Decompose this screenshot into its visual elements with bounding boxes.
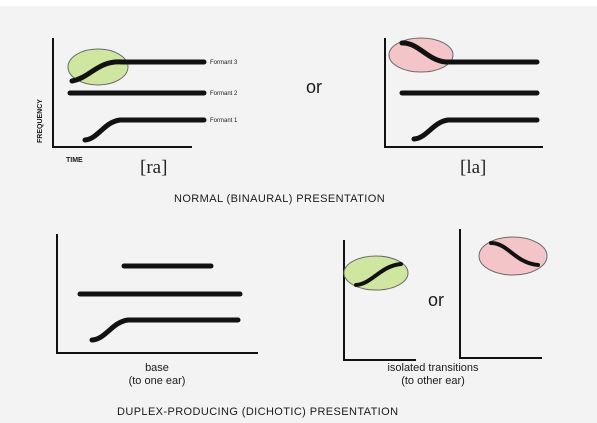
base-spectrogram: base (to one ear) <box>56 234 258 387</box>
pink-panel-axes <box>459 229 542 359</box>
base-label: base <box>145 362 169 374</box>
green-isolated-transition <box>354 262 403 287</box>
dichotic-presentation-caption: DUPLEX-PRODUCING (DICHOTIC) PRESENTATION <box>117 406 398 418</box>
isolated-ear-label: (to other ear) <box>401 375 465 387</box>
isolated-transitions: or isolated transitions (to other ear) <box>343 229 548 387</box>
ra-formant-1 <box>82 117 207 143</box>
top-or-label: or <box>306 77 322 97</box>
base-axes <box>56 234 258 354</box>
ra-syllable-label: [ra] <box>140 157 167 178</box>
pink-isolated-transition <box>489 241 540 267</box>
green-panel-axes <box>343 240 416 361</box>
normal-presentation-caption: NORMAL (BINAURAL) PRESENTATION <box>174 193 385 205</box>
pink-transition-highlight <box>388 37 454 73</box>
la-axes <box>384 38 543 148</box>
ra-axes <box>52 38 192 148</box>
top-edge <box>0 0 597 6</box>
ra-formant-3 <box>69 59 207 84</box>
base-formant-1 <box>89 317 241 343</box>
la-syllable-label: [la] <box>460 157 486 178</box>
la-formant-1 <box>411 117 540 142</box>
x-axis-label: TIME <box>66 157 83 164</box>
isolated-label: isolated transitions <box>387 362 479 374</box>
ra-spectrogram: Formant 3 Formant 2 Formant 1 FREQUENCY … <box>37 38 238 178</box>
formant-2-label: Formant 2 <box>210 91 238 97</box>
la-formant-3 <box>399 40 540 65</box>
formant-3-label: Formant 3 <box>210 60 238 66</box>
y-axis-label: FREQUENCY <box>37 99 44 143</box>
formant-1-label: Formant 1 <box>210 118 238 124</box>
bottom-or-label: or <box>428 290 444 310</box>
la-spectrogram: [la] <box>384 37 543 178</box>
base-ear-label: (to one ear) <box>129 375 186 387</box>
